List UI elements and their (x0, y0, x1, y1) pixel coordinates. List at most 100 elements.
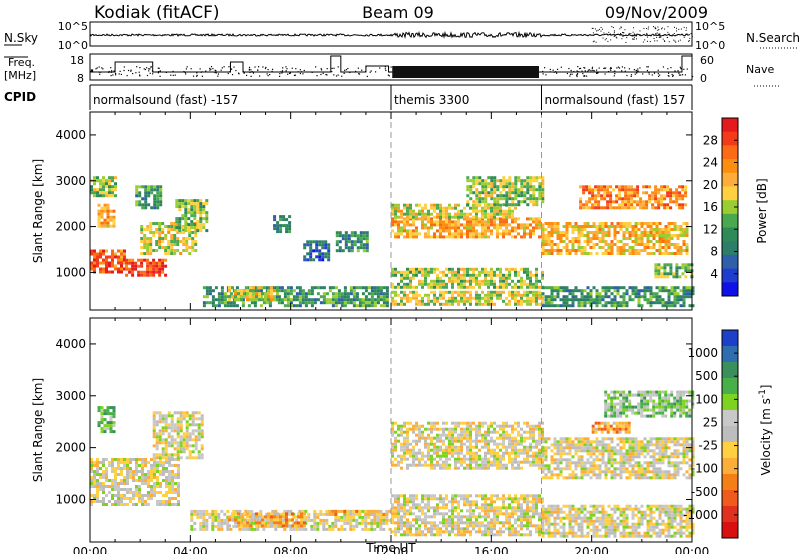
velocity-cell (90, 482, 93, 485)
velocity-cell (102, 491, 105, 494)
power-cell (131, 264, 135, 268)
power-cell (673, 304, 677, 308)
power-cell (597, 191, 601, 195)
power-cell (409, 299, 412, 303)
power-cell (472, 296, 475, 300)
power-cell (586, 298, 590, 302)
velocity-cell (487, 463, 490, 467)
power-cell (481, 212, 484, 216)
power-cell (601, 295, 605, 299)
power-cell (243, 295, 246, 299)
nave-dot (544, 67, 546, 69)
power-cell (670, 289, 674, 293)
nave-dot (679, 66, 681, 68)
power-cell (324, 246, 328, 250)
power-cell (430, 299, 433, 303)
power-cell (600, 194, 604, 198)
power-cell (615, 197, 619, 201)
power-cell (140, 252, 144, 255)
velocity-cell (147, 482, 150, 485)
power-cell (672, 191, 676, 195)
power-cell (409, 235, 412, 239)
power-cell (523, 299, 526, 303)
power-cell (547, 243, 551, 246)
power-cell (583, 301, 587, 305)
velocity-cell (499, 436, 502, 440)
power-cell (361, 304, 365, 308)
power-cell (514, 206, 517, 210)
power-cell (144, 185, 148, 189)
power-cell (208, 289, 212, 293)
velocity-cell (138, 476, 141, 479)
nsearch-dot (636, 35, 638, 37)
velocity-cell (156, 503, 159, 506)
velocity-cell (179, 438, 183, 442)
velocity-cell (99, 500, 102, 503)
velocity-cell (123, 467, 126, 470)
power-cell (190, 211, 194, 215)
power-cell (144, 200, 148, 204)
power-cell (337, 289, 341, 293)
velocity-cell (159, 482, 162, 485)
velocity-cell (412, 457, 415, 461)
power-cell (550, 225, 554, 228)
power-cell (484, 302, 487, 306)
velocity-cell (247, 509, 251, 513)
power-cell (334, 295, 338, 299)
power-cell (475, 232, 478, 236)
power-cell (356, 234, 360, 238)
velocity-cell (460, 463, 463, 467)
velocity-cell (265, 512, 269, 516)
power-cell (460, 267, 463, 271)
velocity-cell (168, 473, 171, 476)
power-cell (642, 200, 646, 204)
power-cell (451, 267, 454, 271)
power-cell (642, 206, 646, 210)
velocity-cell (102, 461, 105, 464)
power-cell (460, 232, 463, 236)
power-cell (158, 228, 162, 231)
velocity-cell (418, 463, 421, 467)
velocity-cell (328, 512, 332, 516)
velocity-cell (111, 497, 114, 500)
power-cell (556, 246, 560, 249)
power-cell (155, 240, 159, 243)
power-cell (502, 273, 505, 277)
power-cell (418, 232, 421, 236)
power-cell (636, 194, 640, 198)
velocity-cell (173, 438, 177, 442)
power-cell (159, 185, 163, 189)
power-cell (664, 286, 668, 290)
velocity-cell (191, 417, 195, 421)
power-cell (421, 302, 424, 306)
power-cell (120, 264, 123, 268)
power-cell (463, 273, 466, 277)
power-cell (658, 231, 662, 234)
velocity-cell (382, 527, 386, 531)
velocity-cell (199, 509, 203, 513)
power-cell (685, 249, 689, 252)
power-cell (117, 255, 120, 259)
velocity-cell (433, 427, 436, 431)
power-cell (415, 302, 418, 306)
velocity-cell (102, 500, 105, 503)
power-cell (541, 200, 545, 204)
power-cell (535, 188, 539, 192)
power-cell (478, 282, 481, 286)
power-cell (490, 276, 493, 280)
power-cell (586, 237, 590, 240)
velocity-cell (484, 430, 487, 434)
velocity-cell (394, 463, 397, 467)
power-cell (496, 223, 499, 227)
velocity-cell (159, 485, 162, 488)
velocity-cell (436, 460, 439, 464)
velocity-cell (373, 509, 377, 513)
power-cell (153, 194, 157, 198)
power-cell (535, 223, 538, 227)
velocity-cell (451, 442, 454, 446)
velocity-cell (162, 467, 165, 470)
power-cell (481, 200, 485, 204)
velocity-cell (135, 473, 138, 476)
power-colorbar-swatch (722, 241, 738, 256)
power-cell (457, 270, 460, 274)
